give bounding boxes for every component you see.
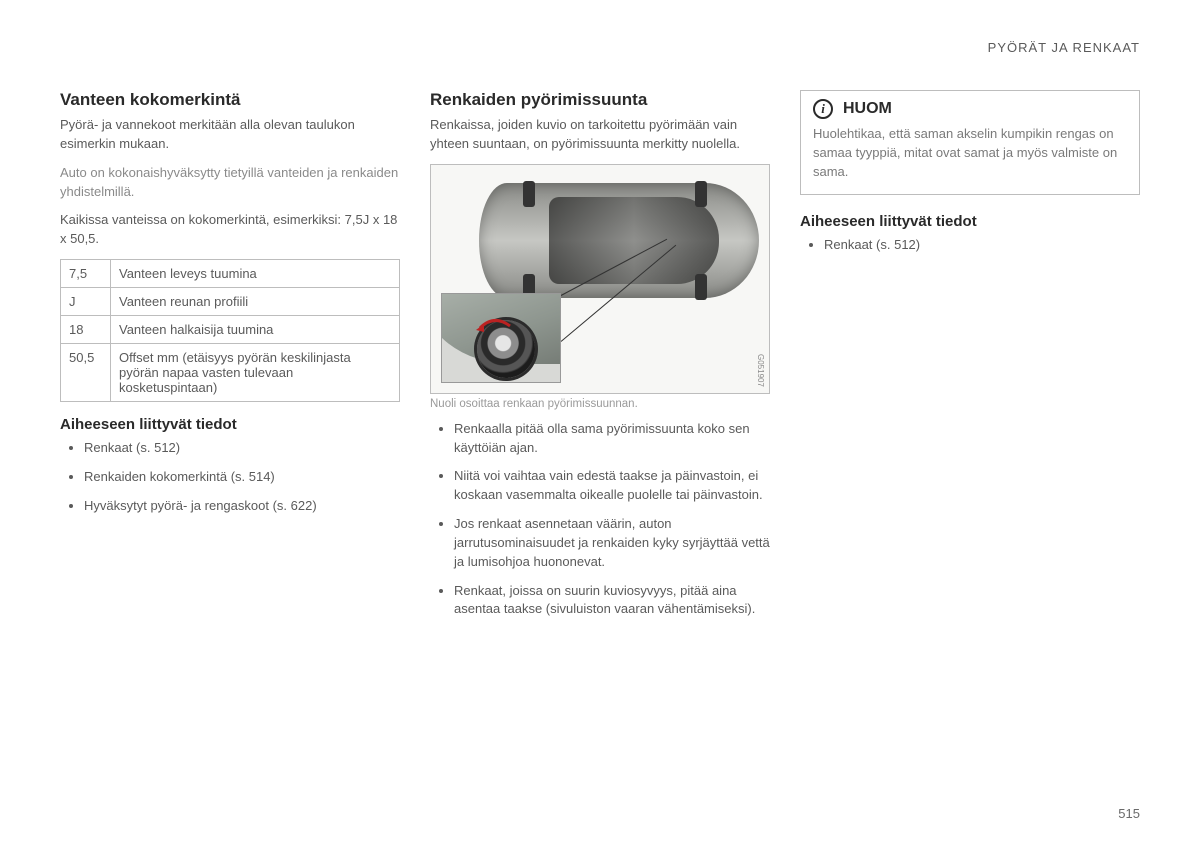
list-item: Renkaat, joissa on suurin kuviosyvyys, p… [454,582,770,620]
spec-desc: Vanteen halkaisija tuumina [111,316,400,344]
list-item: Hyväksytyt pyörä- ja rengaskoot (s. 622) [84,497,400,516]
col1-heading: Vanteen kokomerkintä [60,90,400,110]
spec-key: J [61,288,111,316]
col1-intro2: Auto on kokonaishyväksytty tietyillä van… [60,164,400,202]
section-header: PYÖRÄT JA RENKAAT [60,40,1140,55]
note-label: HUOM [843,100,892,118]
tire-icon [695,274,707,300]
list-item: Niitä voi vaihtaa vain edestä taakse ja … [454,467,770,505]
list-item: Jos renkaat asennetaan väärin, auton jar… [454,515,770,572]
col1-related-list: Renkaat (s. 512) Renkaiden kokomerkintä … [60,439,400,516]
spec-desc: Vanteen reunan profiili [111,288,400,316]
list-item: Renkaat (s. 512) [84,439,400,458]
col2-intro: Renkaissa, joiden kuvio on tarkoitettu p… [430,116,770,154]
rim-spec-table: 7,5 Vanteen leveys tuumina J Vanteen reu… [60,259,400,402]
note-body: Huolehtikaa, että saman akselin kumpikin… [801,123,1139,194]
col2-heading: Renkaiden pyörimissuunta [430,90,770,110]
tire-icon [695,181,707,207]
spec-key: 50,5 [61,344,111,402]
car-top-view-icon [479,183,759,298]
col2-bullet-list: Renkaalla pitää olla sama pyörimissuunta… [430,420,770,620]
col1-intro3: Kaikissa vanteissa on kokomerkintä, esim… [60,211,400,249]
content-columns: Vanteen kokomerkintä Pyörä- ja vannekoot… [60,90,1140,629]
table-row: 50,5 Offset mm (etäisyys pyörän keskilin… [61,344,400,402]
col1-related-heading: Aiheeseen liittyvät tiedot [60,416,400,433]
wheel-inset [441,293,561,383]
table-row: 18 Vanteen halkaisija tuumina [61,316,400,344]
rotation-arrow-icon [474,316,514,334]
table-row: 7,5 Vanteen leveys tuumina [61,260,400,288]
list-item: Renkaalla pitää olla sama pyörimissuunta… [454,420,770,458]
col1-intro1: Pyörä- ja vannekoot merkitään alla oleva… [60,116,400,154]
image-id-label: G051907 [756,354,765,387]
col3-related-heading: Aiheeseen liittyvät tiedot [800,213,1140,230]
figure-caption: Nuoli osoittaa renkaan pyörimissuunnan. [430,398,770,410]
spec-desc: Offset mm (etäisyys pyörän keskilinjasta… [111,344,400,402]
tire-icon [523,181,535,207]
table-row: J Vanteen reunan profiili [61,288,400,316]
info-icon: i [813,99,833,119]
note-heading: i HUOM [801,91,1139,123]
column-3: i HUOM Huolehtikaa, että saman akselin k… [800,90,1140,629]
tire-direction-figure: G051907 [430,164,770,394]
column-2: Renkaiden pyörimissuunta Renkaissa, joid… [430,90,770,629]
list-item: Renkaat (s. 512) [824,236,1140,255]
note-box: i HUOM Huolehtikaa, että saman akselin k… [800,90,1140,195]
col3-related-list: Renkaat (s. 512) [800,236,1140,255]
column-1: Vanteen kokomerkintä Pyörä- ja vannekoot… [60,90,400,629]
list-item: Renkaiden kokomerkintä (s. 514) [84,468,400,487]
spec-key: 7,5 [61,260,111,288]
page-number: 515 [1118,806,1140,821]
spec-key: 18 [61,316,111,344]
spec-desc: Vanteen leveys tuumina [111,260,400,288]
